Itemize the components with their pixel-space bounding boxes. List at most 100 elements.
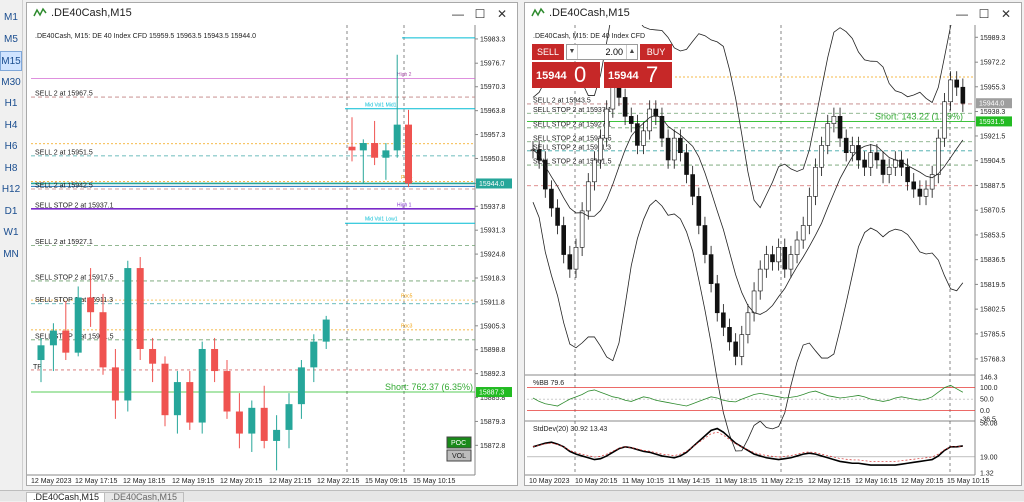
window-titlebar[interactable]: .DE40Cash,M15 — ☐ ✕ bbox=[525, 3, 1021, 26]
candle-body bbox=[405, 124, 412, 184]
time-tick-label: 12 May 16:15 bbox=[855, 478, 898, 485]
price-tick-label: 15937.8 bbox=[480, 204, 505, 211]
price-tick-label: 15983.3 bbox=[480, 36, 505, 43]
timeframe-d1[interactable]: D1 bbox=[4, 205, 18, 217]
time-tick-label: 11 May 18:15 bbox=[715, 478, 757, 485]
close-button[interactable]: ✕ bbox=[496, 7, 508, 21]
timeframe-h4[interactable]: H4 bbox=[4, 119, 18, 131]
stddev-axis-label: 1.32 bbox=[980, 471, 994, 478]
candle-body bbox=[948, 79, 953, 103]
stddev-line bbox=[532, 427, 963, 466]
bid-price-button[interactable]: 15944 0 bbox=[532, 62, 600, 88]
sell-button[interactable]: SELL bbox=[532, 44, 564, 60]
maximize-button[interactable]: ☐ bbox=[474, 7, 486, 21]
minimize-button[interactable]: — bbox=[452, 7, 464, 21]
price-tick-label: 15972.2 bbox=[980, 60, 1005, 67]
candle-body bbox=[782, 246, 788, 270]
order-label: SELL 2 at 15927.1 bbox=[35, 239, 93, 246]
candle-body bbox=[173, 382, 181, 416]
price-tick-label: 15836.5 bbox=[980, 257, 1005, 264]
candle-body bbox=[745, 312, 751, 335]
order-label: SELL STOP 2 at 15917.5 bbox=[533, 135, 612, 142]
price-chart-right[interactable]: .DE40Cash, M15: DE 40 Index CFD 15989.3 15… bbox=[525, 3, 1021, 485]
price-tick-label: 15924.8 bbox=[480, 252, 505, 259]
minimize-button[interactable]: — bbox=[956, 7, 968, 21]
timeframe-mn[interactable]: MN bbox=[3, 248, 19, 260]
candle-body bbox=[714, 283, 720, 314]
decrease-lot-icon[interactable]: ▼ bbox=[567, 45, 578, 59]
timeframe-w1[interactable]: W1 bbox=[3, 227, 19, 238]
candle-body bbox=[573, 246, 579, 270]
candle-body bbox=[348, 146, 356, 151]
price-tag-box bbox=[976, 116, 1012, 127]
price-chart-left[interactable]: .DE40Cash, M15: DE 40 Index CFD 15959.5 … bbox=[27, 25, 517, 485]
increase-lot-icon[interactable]: ▲ bbox=[626, 45, 637, 59]
order-label: SELL STOP 2 at 15917.5 bbox=[35, 274, 114, 281]
timeframe-toolbar: M1 M5 M15 M30 H1 H4 H6 H8 H12 D1 W1 MN bbox=[0, 0, 23, 500]
time-tick-label: 11 May 14:15 bbox=[668, 478, 710, 485]
timeframe-m30[interactable]: M30 bbox=[1, 76, 21, 88]
candle-body bbox=[739, 334, 745, 357]
price-tick-label: 15905.3 bbox=[480, 323, 505, 330]
candle-body bbox=[831, 116, 837, 124]
candle-body bbox=[757, 268, 763, 292]
window-titlebar[interactable]: .DE40Cash,M15 — ☐ ✕ bbox=[27, 3, 517, 26]
candle-body bbox=[819, 145, 824, 168]
price-tick-label: 15957.3 bbox=[480, 132, 505, 139]
timeframe-h1[interactable]: H1 bbox=[4, 98, 18, 109]
buy-button[interactable]: BUY bbox=[640, 44, 672, 60]
time-tick-label: 12 May 2023 bbox=[31, 478, 72, 485]
poc-button[interactable]: POC bbox=[446, 436, 472, 449]
chart-tab-2[interactable]: .DE40Cash,M15 bbox=[104, 492, 185, 502]
price-tick-label: 15802.5 bbox=[980, 307, 1005, 314]
vol-button[interactable]: VOL bbox=[446, 449, 472, 462]
chart-window-right[interactable]: .DE40Cash,M15 — ☐ ✕ .DE40Cash, M15: DE 4… bbox=[524, 2, 1022, 486]
candle-body bbox=[628, 116, 634, 124]
timeframe-h6[interactable]: H6 bbox=[4, 141, 18, 152]
time-tick-label: 15 May 10:15 bbox=[413, 478, 456, 485]
short-position-text: Short: 762.37 (6.35%) bbox=[385, 382, 473, 392]
candle-body bbox=[843, 137, 849, 154]
price-tick-label: 15955.3 bbox=[980, 84, 1005, 91]
time-tick-label: 12 May 17:15 bbox=[75, 478, 118, 485]
candle-body bbox=[665, 137, 671, 161]
maximize-button[interactable]: ☐ bbox=[978, 7, 990, 21]
close-button[interactable]: ✕ bbox=[1000, 7, 1012, 21]
lot-size-input[interactable]: ▼ 2.00 ▲ bbox=[566, 44, 638, 60]
chart-tab-1[interactable]: .DE40Cash,M15 bbox=[26, 492, 107, 502]
candle-body bbox=[684, 152, 689, 175]
candle-body bbox=[49, 330, 57, 346]
candle-body bbox=[800, 225, 806, 241]
bb-axis-label: 146.3 bbox=[980, 375, 998, 382]
timeframe-m5[interactable]: M5 bbox=[4, 33, 18, 45]
candle-body bbox=[696, 196, 702, 226]
candle-body bbox=[273, 429, 281, 441]
poc-label: Poc3 bbox=[401, 323, 413, 329]
lot-value: 2.00 bbox=[605, 47, 623, 57]
timeframe-m15[interactable]: M15 bbox=[0, 51, 22, 71]
candle-body bbox=[942, 101, 947, 139]
time-tick-label: 12 May 21:15 bbox=[269, 478, 312, 485]
time-tick-label: 12 May 12:15 bbox=[808, 478, 851, 485]
candle-body bbox=[788, 254, 794, 270]
candle-body bbox=[671, 137, 677, 161]
time-tick-label: 12 May 20:15 bbox=[901, 478, 944, 485]
candle-body bbox=[136, 268, 144, 349]
candle-body bbox=[727, 327, 732, 343]
price-tick-label: 15911.8 bbox=[480, 299, 505, 306]
timeframe-h12[interactable]: H12 bbox=[1, 184, 21, 195]
candle-body bbox=[610, 86, 616, 110]
candle-body bbox=[285, 404, 293, 430]
timeframe-m1[interactable]: M1 bbox=[4, 12, 18, 23]
candle-body bbox=[917, 188, 923, 197]
price-tick-label: 15950.8 bbox=[480, 156, 505, 163]
candle-body bbox=[653, 108, 659, 117]
candle-body bbox=[751, 290, 757, 314]
bb-axis-label: 0.0 bbox=[980, 408, 990, 415]
chart-window-left[interactable]: .DE40Cash,M15 — ☐ ✕ .DE40Cash, M15: DE 4… bbox=[26, 2, 518, 486]
candle-body bbox=[899, 159, 904, 168]
bb-axis-label: 100.0 bbox=[980, 385, 998, 392]
timeframe-h8[interactable]: H8 bbox=[4, 162, 18, 174]
time-tick-label: 15 May 10:15 bbox=[947, 478, 990, 485]
ask-price-button[interactable]: 15944 7 bbox=[604, 62, 672, 88]
